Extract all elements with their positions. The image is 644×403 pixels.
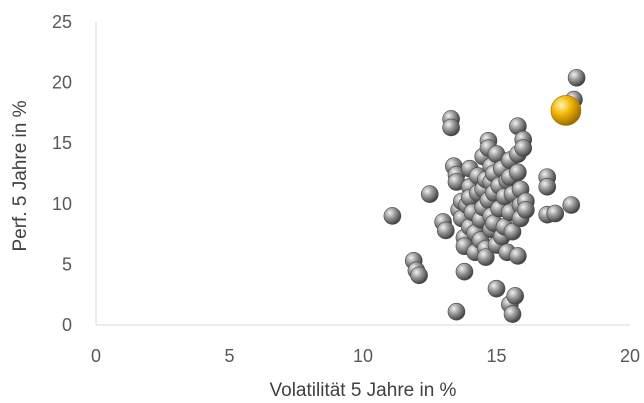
- data-point: [477, 248, 495, 266]
- x-tick-label: 10: [353, 346, 373, 366]
- data-point: [562, 196, 581, 214]
- data-point: [442, 118, 460, 137]
- y-tick-label: 5: [62, 254, 72, 274]
- y-tick-label: 10: [52, 194, 72, 214]
- data-point: [503, 305, 522, 323]
- data-point: [420, 185, 439, 203]
- data-point: [509, 247, 527, 265]
- x-tick-label: 15: [486, 346, 506, 366]
- data-point: [567, 68, 586, 87]
- x-axis-ticks: 0 5 10 15 20: [91, 346, 640, 366]
- data-point: [455, 262, 474, 281]
- y-tick-label: 25: [52, 12, 72, 32]
- data-point: [509, 163, 527, 182]
- data-point: [410, 266, 428, 285]
- data-point: [517, 201, 535, 219]
- data-point: [503, 222, 522, 241]
- plot-area: [383, 68, 586, 323]
- x-tick-label: 0: [91, 346, 101, 366]
- y-tick-label: 0: [62, 315, 72, 335]
- highlight-point: [550, 95, 582, 126]
- data-point: [506, 287, 524, 305]
- data-point: [447, 302, 466, 321]
- y-axis-title: Perf. 5 Jahre in %: [10, 100, 31, 251]
- x-tick-label: 5: [224, 346, 234, 366]
- x-axis-title: Volatilität 5 Jahre in %: [270, 380, 457, 401]
- data-point: [487, 279, 506, 298]
- data-point: [514, 139, 533, 157]
- y-axis-ticks: 0 5 10 15 20 25: [52, 12, 72, 335]
- y-tick-label: 20: [52, 73, 72, 93]
- data-point: [546, 204, 565, 223]
- data-point: [436, 221, 455, 240]
- y-tick-label: 15: [52, 133, 72, 153]
- data-point: [538, 178, 557, 196]
- x-tick-label: 20: [620, 346, 640, 366]
- data-point: [383, 207, 402, 225]
